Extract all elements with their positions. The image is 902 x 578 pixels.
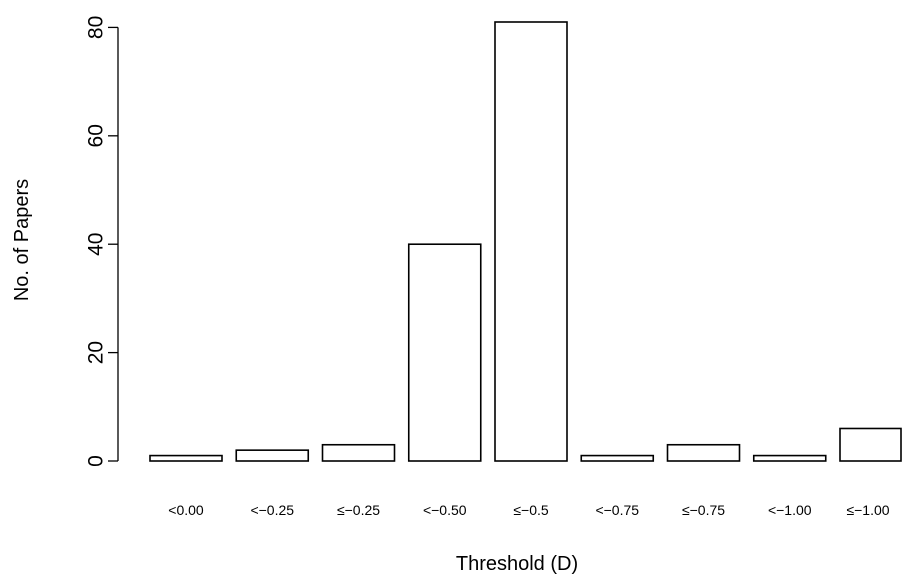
bar-1 — [235, 449, 310, 462]
y-ticks: 0 20 40 60 80 — [84, 16, 118, 467]
x-tick-label: <−0.75 — [595, 502, 639, 518]
bars-group — [149, 21, 902, 462]
bar-3 — [407, 243, 482, 462]
x-tick-label: <0.00 — [168, 502, 204, 518]
x-tick-label: <−0.50 — [423, 502, 467, 518]
bar-8 — [839, 427, 902, 462]
x-axis-title: Threshold (D) — [456, 553, 578, 575]
bar-2 — [321, 443, 396, 462]
bar-4 — [494, 21, 568, 462]
y-axis-title: No. of Papers — [11, 179, 33, 301]
x-tick-label: ≤−0.5 — [513, 502, 549, 518]
y-tick-label: 60 — [84, 124, 107, 147]
x-tick-label: ≤−0.25 — [337, 502, 380, 518]
y-tick-label: 20 — [84, 341, 107, 364]
y-tick-label: 0 — [84, 455, 107, 467]
x-tick-label: ≤−1.00 — [846, 502, 889, 518]
bar-7 — [752, 454, 827, 462]
bar-5 — [580, 454, 655, 462]
x-tick-label: <−1.00 — [768, 502, 812, 518]
y-tick-label: 40 — [84, 233, 107, 256]
y-axis: 0 20 40 60 80 — [84, 16, 119, 467]
x-tick-label: <−0.25 — [250, 502, 294, 518]
x-tick-label: ≤−0.75 — [682, 502, 725, 518]
x-tick-labels: <0.00 <−0.25 ≤−0.25 <−0.50 ≤−0.5 <−0.75 ≤−0.75… — [168, 502, 889, 518]
bar-0 — [149, 454, 223, 462]
bar-6 — [666, 443, 741, 462]
y-tick-label: 80 — [84, 16, 107, 39]
